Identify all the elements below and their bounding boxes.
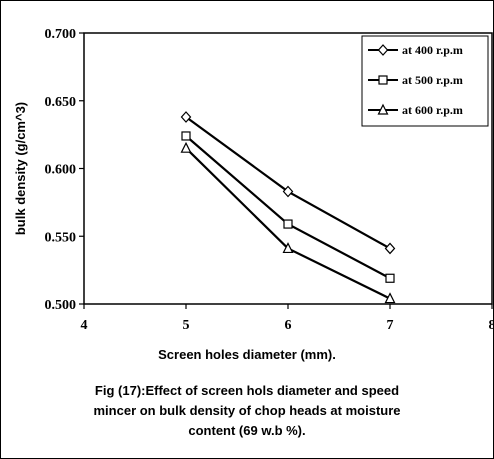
data-point	[181, 131, 191, 141]
y-tick-label: 0.700	[45, 27, 77, 42]
x-tick-label: 7	[387, 318, 394, 333]
data-point	[385, 273, 395, 283]
x-tick-label: 4	[81, 318, 88, 333]
legend-label: at 600 r.p.m	[402, 103, 463, 117]
data-point	[283, 219, 293, 229]
series-3	[180, 141, 396, 304]
legend-marker	[377, 103, 389, 115]
x-tick-label: 5	[183, 318, 190, 333]
data-point	[384, 292, 396, 304]
x-tick-label: 8	[489, 318, 494, 333]
y-tick-label: 0.550	[45, 230, 77, 245]
series-1	[180, 111, 396, 255]
x-axis-ticks: 4 5 6 7 8	[81, 304, 494, 333]
caption-line-2: mincer on bulk density of chop heads at …	[93, 403, 401, 418]
y-axis-ticks: 0.500 0.550 0.600 0.650 0.700	[45, 27, 84, 313]
series-2	[181, 131, 395, 283]
legend-marker	[377, 44, 389, 56]
caption-line-1: Fig (17):Effect of screen hols diameter …	[94, 383, 400, 398]
y-tick-label: 0.600	[45, 163, 77, 178]
legend-label: at 400 r.p.m	[402, 43, 463, 57]
y-tick-label: 0.650	[45, 95, 77, 110]
series-layer	[180, 111, 396, 304]
data-point	[282, 242, 294, 254]
data-point	[384, 242, 396, 255]
legend: at 400 r.p.m at 500 r.p.m at 600 r.p.m	[361, 35, 489, 127]
x-axis-title: Screen holes diameter (mm).	[158, 347, 336, 362]
legend-marker	[378, 75, 388, 85]
caption-line-3: content (69 w.b %).	[188, 423, 306, 438]
series-line	[185, 135, 391, 280]
data-point	[180, 141, 192, 153]
data-point	[282, 185, 294, 198]
figure-caption: Fig (17):Effect of screen hols diameter …	[0, 381, 494, 441]
y-tick-label: 0.500	[45, 298, 77, 313]
series-line	[185, 116, 391, 250]
legend-label: at 500 r.p.m	[402, 73, 463, 87]
x-tick-label: 6	[285, 318, 292, 333]
data-point	[180, 111, 192, 123]
y-axis-title: bulk density (g/cm^3)	[13, 102, 28, 235]
